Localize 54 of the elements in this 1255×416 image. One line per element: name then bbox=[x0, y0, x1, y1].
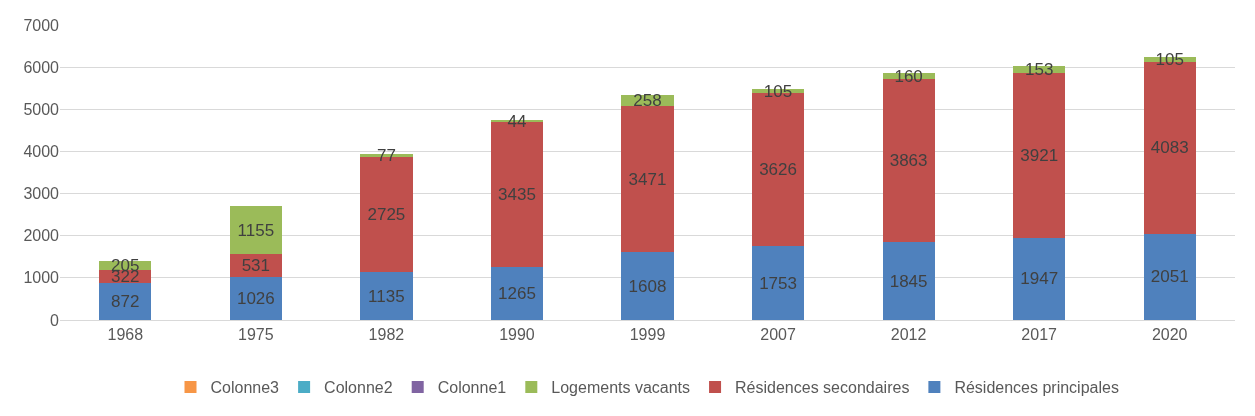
x-tick-label: 1990 bbox=[499, 326, 535, 344]
data-label: 3863 bbox=[889, 151, 928, 171]
x-tick-label: 1999 bbox=[629, 326, 666, 344]
data-label: 1845 bbox=[889, 271, 928, 291]
data-label: 1155 bbox=[237, 220, 275, 240]
bar bbox=[99, 283, 152, 320]
y-tick-label: 7000 bbox=[23, 16, 60, 34]
bar bbox=[490, 266, 544, 320]
bar bbox=[882, 242, 935, 320]
data-label: 77 bbox=[376, 146, 396, 166]
data-label: 872 bbox=[111, 292, 140, 312]
y-tick-label: 1000 bbox=[23, 269, 60, 287]
bar bbox=[621, 105, 674, 253]
x-tick-label: 2007 bbox=[760, 326, 796, 344]
bar bbox=[621, 252, 674, 320]
y-tick-label: 6000 bbox=[23, 58, 60, 76]
data-label: 105 bbox=[763, 81, 793, 101]
legend-label: Colonne3 bbox=[210, 379, 280, 397]
data-label: 1608 bbox=[628, 276, 667, 296]
data-label: 44 bbox=[507, 111, 527, 131]
data-label: 3626 bbox=[759, 160, 797, 180]
y-tick-label: 2000 bbox=[23, 227, 60, 245]
legend-label: Colonne1 bbox=[437, 379, 507, 397]
data-label: 1947 bbox=[1020, 269, 1059, 289]
legend-label: Résidences secondaires bbox=[735, 379, 910, 397]
x-tick-label: 1975 bbox=[238, 326, 274, 344]
data-label: 1265 bbox=[498, 283, 536, 303]
data-label: 4083 bbox=[1150, 138, 1189, 158]
data-label: 1135 bbox=[368, 286, 405, 306]
x-tick-label: 1968 bbox=[107, 326, 144, 344]
y-tick-label: 0 bbox=[50, 311, 60, 329]
y-tick-label: 4000 bbox=[23, 143, 60, 161]
x-tick-label: 2012 bbox=[890, 326, 927, 344]
data-label: 2725 bbox=[367, 205, 406, 225]
bar bbox=[360, 272, 413, 320]
bar bbox=[751, 246, 805, 320]
data-label: 258 bbox=[633, 91, 662, 111]
bar bbox=[1013, 237, 1066, 320]
x-tick-label: 2020 bbox=[1151, 326, 1188, 344]
data-label: 1026 bbox=[236, 288, 275, 308]
legend-label: Colonne2 bbox=[324, 379, 393, 397]
legend-label: Logements vacants bbox=[551, 379, 691, 397]
x-tick-label: 1982 bbox=[368, 326, 405, 344]
legend-label: Résidences principales bbox=[954, 379, 1119, 397]
data-label: 3435 bbox=[498, 184, 536, 204]
y-tick-label: 5000 bbox=[23, 100, 60, 118]
bar bbox=[1143, 233, 1196, 320]
data-label: 3471 bbox=[628, 169, 667, 189]
x-tick-label: 2017 bbox=[1021, 326, 1058, 344]
data-label: 1753 bbox=[759, 273, 797, 293]
data-label: 531 bbox=[241, 256, 271, 276]
data-label: 2051 bbox=[1150, 267, 1189, 287]
y-tick-label: 3000 bbox=[23, 185, 60, 203]
data-label: 3921 bbox=[1020, 145, 1059, 165]
